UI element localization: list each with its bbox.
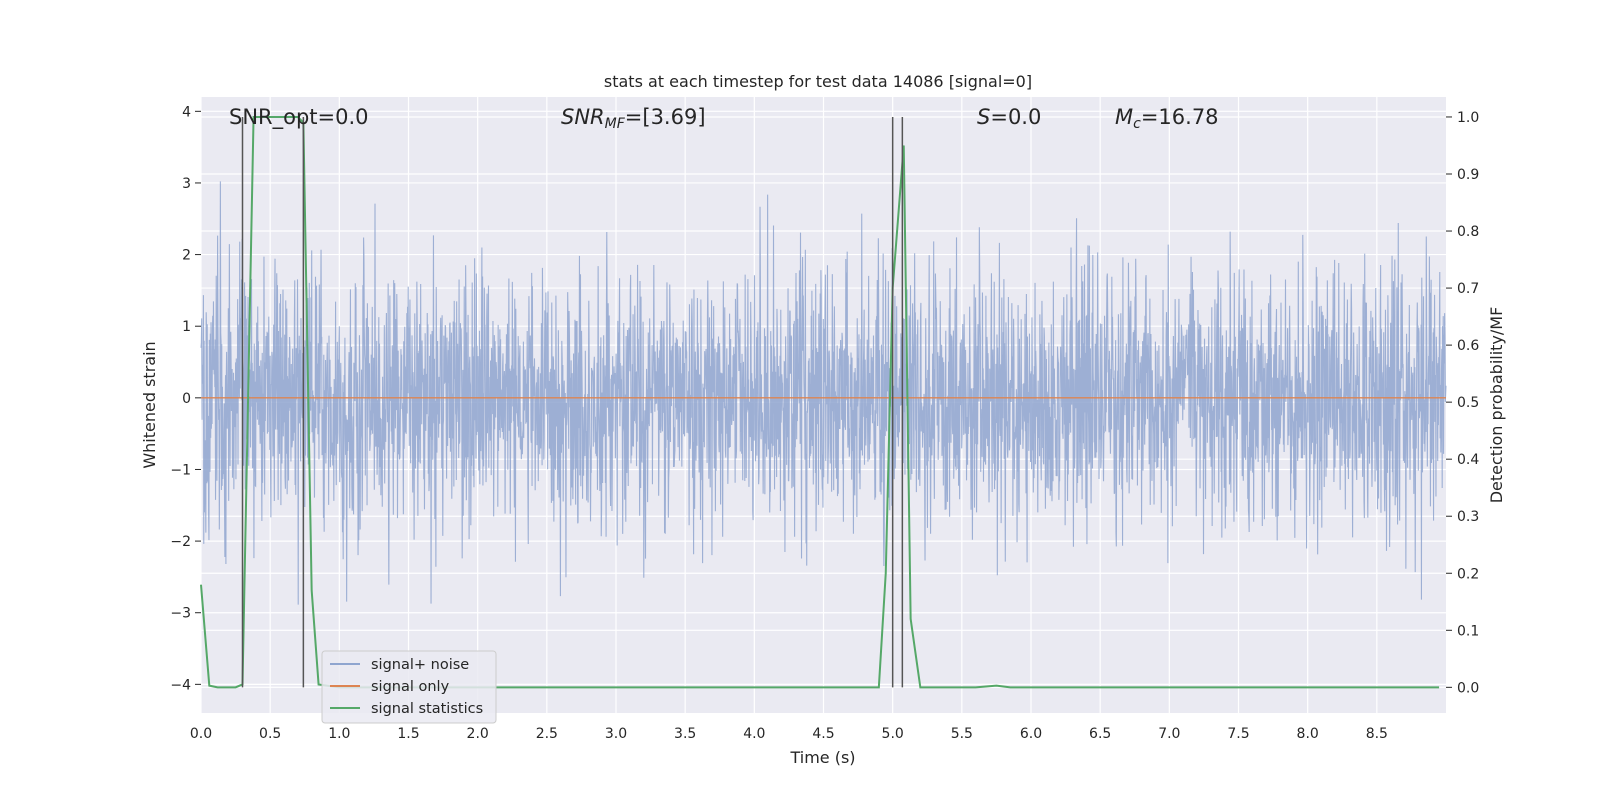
y2-axis-ticks: 1.0 0.9 0.8 0.7 0.6 0.5 0.4 0.3 0.2 0.1 0.0 [1446, 110, 1479, 696]
x-tick-label-2: 1.0 [328, 726, 350, 742]
y2-tick-label-0: 1.0 [1457, 110, 1479, 126]
annotation-s-symbol: S [977, 105, 990, 129]
x-tick-label-16: 8.0 [1297, 726, 1319, 742]
marker-lines [241, 116, 904, 688]
x-tick-label-15: 7.5 [1227, 726, 1249, 742]
y-tick-label-0: 4 [182, 104, 191, 120]
y2-tick-label-9: 0.1 [1457, 623, 1479, 639]
annotation-snr-opt: SNR_opt=0.0 [229, 105, 369, 130]
x-tick-label-6: 3.0 [605, 726, 627, 742]
y-tick-label-3: 1 [182, 319, 191, 335]
annotation-snr-mf-value: =[3.69] [625, 105, 706, 129]
y2-tick-label-6: 0.4 [1457, 452, 1479, 468]
y2-tick-label-2: 0.8 [1457, 224, 1479, 240]
x-tick-label-4: 2.0 [467, 726, 489, 742]
legend-label-signal-statistics: signal statistics [371, 701, 483, 717]
x-tick-label-12: 6.0 [1020, 726, 1042, 742]
legend-label-signal-only: signal only [371, 679, 450, 695]
y2-tick-label-8: 0.2 [1457, 566, 1479, 582]
x-axis-ticks: 0.0 0.5 1.0 1.5 2.0 2.5 3.0 3.5 4.0 4.5 5.0 5.5 6.0 6… [190, 726, 1388, 742]
annotation-s: S=0.0 [977, 105, 1041, 129]
series-signal-statistics [200, 115, 1440, 689]
y-axis-label: Whitened strain [140, 341, 159, 468]
annotation-snr-mf-subscript: MF [605, 116, 626, 132]
y-tick-label-5: −1 [170, 462, 191, 478]
annotation-mc: Mc=16.78 [1115, 105, 1219, 132]
y2-tick-label-5: 0.5 [1457, 395, 1479, 411]
signal-statistics-line [200, 115, 1440, 689]
annotation-s-value: =0.0 [990, 105, 1041, 129]
y2-tick-label-1: 0.9 [1457, 167, 1479, 183]
y2-axis-label: Detection probability/MF [1487, 307, 1506, 504]
annotation-mc-symbol: M [1115, 105, 1133, 129]
y2-tick-label-4: 0.6 [1457, 338, 1479, 354]
y-axis-ticks: 4 3 2 1 0 −1 −2 −3 −4 [170, 104, 201, 693]
chart-title: stats at each timestep for test data 140… [604, 72, 1032, 91]
annotation-snr-mf-symbol: SNR [561, 105, 605, 129]
x-tick-label-3: 1.5 [397, 726, 419, 742]
y-tick-label-8: −4 [170, 677, 191, 693]
x-tick-label-17: 8.5 [1366, 726, 1388, 742]
x-tick-label-11: 5.5 [951, 726, 973, 742]
x-tick-label-0: 0.0 [190, 726, 212, 742]
annotation-snr-mf: SNRMF=[3.69] [561, 105, 706, 132]
y2-tick-label-3: 0.7 [1457, 281, 1479, 297]
y2-tick-label-7: 0.3 [1457, 509, 1479, 525]
annotation-mc-value: =16.78 [1141, 105, 1219, 129]
y-tick-label-6: −2 [170, 534, 191, 550]
x-axis-label: Time (s) [789, 748, 855, 767]
x-tick-label-7: 3.5 [674, 726, 696, 742]
x-tick-label-14: 7.0 [1158, 726, 1180, 742]
legend-box [321, 650, 497, 724]
annotation-mc-subscript: c [1133, 116, 1141, 132]
legend-label-signal-noise: signal+ noise [371, 657, 469, 673]
y-tick-label-7: −3 [170, 606, 191, 622]
x-tick-label-9: 4.5 [812, 726, 834, 742]
y2-tick-label-10: 0.0 [1457, 680, 1479, 696]
y-tick-label-2: 2 [182, 248, 191, 264]
x-tick-label-1: 0.5 [259, 726, 281, 742]
x-tick-label-8: 4.0 [743, 726, 765, 742]
x-tick-label-10: 5.0 [882, 726, 904, 742]
y-tick-label-1: 3 [182, 176, 191, 192]
x-tick-label-13: 6.5 [1089, 726, 1111, 742]
legend: signal+ noise signal only signal statist… [321, 650, 497, 724]
y-tick-label-4: 0 [182, 391, 191, 407]
annotations: SNR_opt=0.0 SNRMF=[3.69] S=0.0 Mc=16.78 [229, 105, 1219, 132]
x-tick-label-5: 2.5 [536, 726, 558, 742]
